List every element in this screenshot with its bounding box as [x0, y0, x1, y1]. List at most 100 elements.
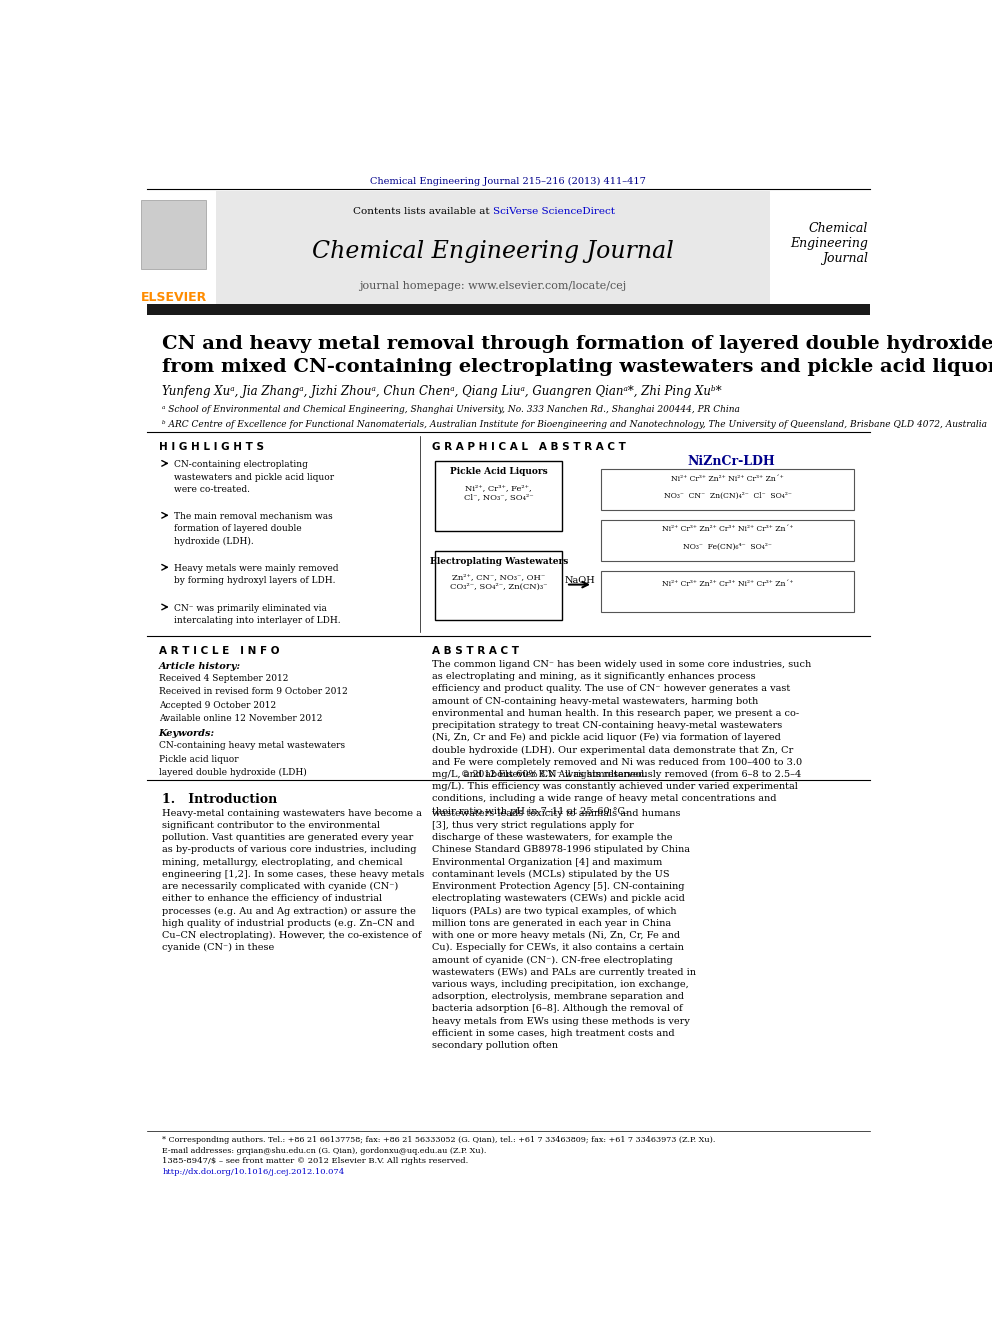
Text: mg/L). This efficiency was constantly achieved under varied experimental: mg/L). This efficiency was constantly ac… [432, 782, 798, 791]
Text: electroplating wastewaters (CEWs) and pickle acid: electroplating wastewaters (CEWs) and pi… [432, 894, 684, 904]
Text: contaminant levels (MCLs) stipulated by the US: contaminant levels (MCLs) stipulated by … [432, 869, 670, 878]
Text: Cu). Especially for CEWs, it also contains a certain: Cu). Especially for CEWs, it also contai… [432, 943, 683, 953]
Bar [147, 304, 870, 315]
Text: Article history:: Article history: [159, 662, 241, 671]
Text: CN-containing electroplating: CN-containing electroplating [174, 460, 308, 470]
Text: Ni²⁺ Cr³⁺ Zn²⁺ Cr³⁺ Ni²⁺ Cr³⁺ Zn´⁺: Ni²⁺ Cr³⁺ Zn²⁺ Cr³⁺ Ni²⁺ Cr³⁺ Zn´⁺ [662, 525, 794, 533]
Text: Chemical
Engineering
Journal: Chemical Engineering Journal [791, 222, 868, 265]
Text: wastewaters (EWs) and PALs are currently treated in: wastewaters (EWs) and PALs are currently… [432, 967, 695, 976]
Text: environmental and human health. In this research paper, we present a co-: environmental and human health. In this … [432, 709, 799, 718]
Text: NaOH: NaOH [564, 577, 595, 586]
Text: Available online 12 November 2012: Available online 12 November 2012 [159, 714, 322, 722]
Text: significant contributor to the environmental: significant contributor to the environme… [163, 820, 381, 830]
Text: wastewaters and pickle acid liquor: wastewaters and pickle acid liquor [174, 472, 334, 482]
Text: were co-treated.: were co-treated. [174, 484, 250, 493]
Text: amount of cyanide (CN⁻). CN-free electroplating: amount of cyanide (CN⁻). CN-free electro… [432, 955, 673, 964]
Text: Environment Protection Agency [5]. CN-containing: Environment Protection Agency [5]. CN-co… [432, 882, 684, 892]
Bar [601, 470, 854, 511]
Text: secondary pollution often: secondary pollution often [432, 1041, 558, 1050]
Text: various ways, including precipitation, ion exchange,: various ways, including precipitation, i… [432, 980, 689, 988]
Text: http://dx.doi.org/10.1016/j.cej.2012.10.074: http://dx.doi.org/10.1016/j.cej.2012.10.… [163, 1168, 344, 1176]
Text: 1385-8947/$ – see front matter © 2012 Elsevier B.V. All rights reserved.: 1385-8947/$ – see front matter © 2012 El… [163, 1158, 468, 1166]
Text: Ni²⁺ Cr³⁺ Zn²⁺ Ni²⁺ Cr³⁺ Zn´⁺: Ni²⁺ Cr³⁺ Zn²⁺ Ni²⁺ Cr³⁺ Zn´⁺ [672, 475, 784, 483]
Text: A R T I C L E   I N F O: A R T I C L E I N F O [159, 646, 279, 656]
Text: wastewaters leads toxicity to animals and humans: wastewaters leads toxicity to animals an… [432, 808, 681, 818]
Text: CN and heavy metal removal through formation of layered double hydroxides: CN and heavy metal removal through forma… [163, 335, 992, 353]
Text: from mixed CN-containing electroplating wastewaters and pickle acid liquor: from mixed CN-containing electroplating … [163, 359, 992, 377]
Text: Electroplating Wastewaters: Electroplating Wastewaters [430, 557, 567, 566]
Text: Received in revised form 9 October 2012: Received in revised form 9 October 2012 [159, 688, 347, 696]
Text: cyanide (CN⁻) in these: cyanide (CN⁻) in these [163, 943, 275, 953]
Text: as by-products of various core industries, including: as by-products of various core industrie… [163, 845, 417, 855]
Text: adsorption, electrolysis, membrane separation and: adsorption, electrolysis, membrane separ… [432, 992, 683, 1002]
Text: NO₃⁻  Fe(CN)₆⁴⁻  SO₄²⁻: NO₃⁻ Fe(CN)₆⁴⁻ SO₄²⁻ [683, 542, 772, 550]
Text: hydroxide (LDH).: hydroxide (LDH). [174, 537, 254, 546]
Text: CN-containing heavy metal wastewaters: CN-containing heavy metal wastewaters [159, 741, 345, 750]
Text: with one or more heavy metals (Ni, Zn, Cr, Fe and: with one or more heavy metals (Ni, Zn, C… [432, 931, 680, 941]
Text: Pickle acid liquor: Pickle acid liquor [159, 754, 238, 763]
Text: Contents lists available at: Contents lists available at [353, 206, 493, 216]
Bar [601, 520, 854, 561]
Text: and Fe were completely removed and Ni was reduced from 100–400 to 3.0: and Fe were completely removed and Ni wa… [432, 758, 802, 767]
Text: G R A P H I C A L   A B S T R A C T: G R A P H I C A L A B S T R A C T [432, 442, 625, 452]
Text: Ni²⁺, Cr³⁺, Fe²⁺,
Cl⁻, NO₃⁻, SO₄²⁻: Ni²⁺, Cr³⁺, Fe²⁺, Cl⁻, NO₃⁻, SO₄²⁻ [464, 484, 534, 501]
Text: Chemical Engineering Journal 215–216 (2013) 411–417: Chemical Engineering Journal 215–216 (20… [370, 177, 647, 187]
Text: bacteria adsorption [6–8]. Although the removal of: bacteria adsorption [6–8]. Although the … [432, 1004, 682, 1013]
Text: precipitation strategy to treat CN-containing heavy-metal wastewaters: precipitation strategy to treat CN-conta… [432, 721, 782, 730]
Text: Zn²⁺, CN⁻, NO₃⁻, OH⁻
CO₃²⁻, SO₄²⁻, Zn(CN)₃⁻: Zn²⁺, CN⁻, NO₃⁻, OH⁻ CO₃²⁻, SO₄²⁻, Zn(CN… [450, 573, 548, 590]
Text: heavy metals from EWs using these methods is very: heavy metals from EWs using these method… [432, 1016, 689, 1025]
Text: Chemical Engineering Journal: Chemical Engineering Journal [312, 241, 674, 263]
Text: The common ligand CN⁻ has been widely used in some core industries, such: The common ligand CN⁻ has been widely us… [432, 660, 810, 669]
Text: E-mail addresses: grqian@shu.edu.cn (G. Qian), gordonxu@uq.edu.au (Z.P. Xu).: E-mail addresses: grqian@shu.edu.cn (G. … [163, 1147, 487, 1155]
Bar [216, 192, 770, 310]
Text: CN⁻ was primarily eliminated via: CN⁻ was primarily eliminated via [174, 603, 326, 613]
Text: amount of CN-containing heavy-metal wastewaters, harming both: amount of CN-containing heavy-metal wast… [432, 697, 758, 705]
Text: Pickle Acid Liquors: Pickle Acid Liquors [450, 467, 548, 476]
Text: either to enhance the efficiency of industrial: either to enhance the efficiency of indu… [163, 894, 383, 904]
Text: mining, metallurgy, electroplating, and chemical: mining, metallurgy, electroplating, and … [163, 857, 403, 867]
Text: mg/L, and about 60% CN⁻ was simultaneously removed (from 6–8 to 2.5–4: mg/L, and about 60% CN⁻ was simultaneous… [432, 770, 801, 779]
Text: ᵇ ARC Centre of Excellence for Functional Nanomaterials, Australian Institute fo: ᵇ ARC Centre of Excellence for Functiona… [163, 419, 987, 429]
Text: their ratio with pH in 7–11 at 25–60 °C.: their ratio with pH in 7–11 at 25–60 °C. [432, 807, 627, 816]
Text: layered double hydroxide (LDH): layered double hydroxide (LDH) [159, 767, 307, 777]
Text: Heavy metals were mainly removed: Heavy metals were mainly removed [174, 564, 338, 573]
Text: NO₃⁻  CN⁻  Zn(CN)₄²⁻  Cl⁻  SO₄²⁻: NO₃⁻ CN⁻ Zn(CN)₄²⁻ Cl⁻ SO₄²⁻ [664, 492, 792, 500]
Text: liquors (PALs) are two typical examples, of which: liquors (PALs) are two typical examples,… [432, 906, 676, 916]
Bar [141, 200, 206, 269]
Text: Heavy-metal containing wastewaters have become a: Heavy-metal containing wastewaters have … [163, 808, 423, 818]
Text: Keywords:: Keywords: [159, 729, 214, 738]
Text: journal homepage: www.elsevier.com/locate/cej: journal homepage: www.elsevier.com/locat… [359, 280, 627, 291]
Text: SciVerse ScienceDirect: SciVerse ScienceDirect [493, 206, 615, 216]
Text: are necessarily complicated with cyanide (CN⁻): are necessarily complicated with cyanide… [163, 882, 399, 892]
Text: Ni²⁺ Cr³⁺ Zn²⁺ Cr³⁺ Ni²⁺ Cr³⁺ Zn´⁺: Ni²⁺ Cr³⁺ Zn²⁺ Cr³⁺ Ni²⁺ Cr³⁺ Zn´⁺ [662, 579, 794, 587]
Text: as electroplating and mining, as it significantly enhances process: as electroplating and mining, as it sign… [432, 672, 755, 681]
Text: pollution. Vast quantities are generated every year: pollution. Vast quantities are generated… [163, 833, 414, 843]
Text: Accepted 9 October 2012: Accepted 9 October 2012 [159, 701, 276, 709]
Text: H I G H L I G H T S: H I G H L I G H T S [159, 442, 264, 452]
Bar [601, 572, 854, 613]
Text: ELSEVIER: ELSEVIER [141, 291, 207, 304]
Text: intercalating into interlayer of LDH.: intercalating into interlayer of LDH. [174, 617, 340, 626]
Text: processes (e.g. Au and Ag extraction) or assure the: processes (e.g. Au and Ag extraction) or… [163, 906, 417, 916]
Text: Environmental Organization [4] and maximum: Environmental Organization [4] and maxim… [432, 857, 662, 867]
Text: conditions, including a wide range of heavy metal concentrations and: conditions, including a wide range of he… [432, 794, 776, 803]
Text: Yunfeng Xuᵃ, Jia Zhangᵃ, Jizhi Zhouᵃ, Chun Chenᵃ, Qiang Liuᵃ, Guangren Qianᵃ*, Z: Yunfeng Xuᵃ, Jia Zhangᵃ, Jizhi Zhouᵃ, Ch… [163, 385, 722, 398]
Text: © 2012 Elsevier B.V. All rights reserved.: © 2012 Elsevier B.V. All rights reserved… [461, 770, 647, 779]
Text: double hydroxide (LDH). Our experimental data demonstrate that Zn, Cr: double hydroxide (LDH). Our experimental… [432, 746, 793, 754]
Text: Cu–CN electroplating). However, the co-existence of: Cu–CN electroplating). However, the co-e… [163, 931, 422, 941]
Text: The main removal mechanism was: The main removal mechanism was [174, 512, 332, 521]
Text: million tons are generated in each year in China: million tons are generated in each year … [432, 918, 671, 927]
Text: A B S T R A C T: A B S T R A C T [432, 646, 519, 656]
Text: Chinese Standard GB8978-1996 stipulated by China: Chinese Standard GB8978-1996 stipulated … [432, 845, 689, 855]
Text: (Ni, Zn, Cr and Fe) and pickle acid liquor (Fe) via formation of layered: (Ni, Zn, Cr and Fe) and pickle acid liqu… [432, 733, 781, 742]
Bar [435, 550, 562, 620]
Text: engineering [1,2]. In some cases, these heavy metals: engineering [1,2]. In some cases, these … [163, 869, 425, 878]
Text: NiZnCr-LDH: NiZnCr-LDH [687, 455, 775, 468]
Text: Received 4 September 2012: Received 4 September 2012 [159, 675, 288, 683]
Text: high quality of industrial products (e.g. Zn–CN and: high quality of industrial products (e.g… [163, 918, 415, 927]
Bar [435, 462, 562, 531]
Text: discharge of these wastewaters, for example the: discharge of these wastewaters, for exam… [432, 833, 672, 843]
Text: by forming hydroxyl layers of LDH.: by forming hydroxyl layers of LDH. [174, 577, 335, 586]
Text: 1.   Introduction: 1. Introduction [163, 794, 278, 807]
Text: [3], thus very strict regulations apply for: [3], thus very strict regulations apply … [432, 820, 633, 830]
